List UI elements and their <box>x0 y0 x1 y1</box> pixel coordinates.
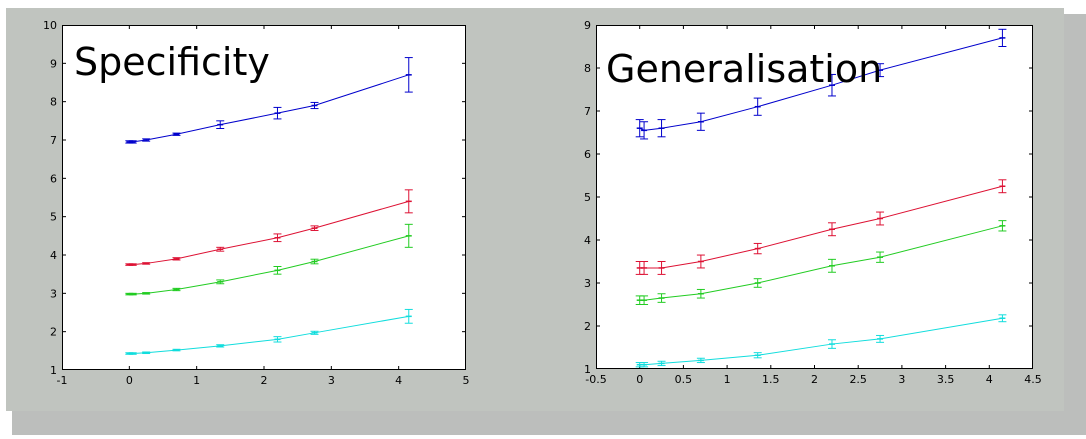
generalisation-series-0-point <box>640 121 649 140</box>
specificity-series-0-point <box>142 138 151 142</box>
generalisation-series-1-point <box>696 254 705 269</box>
generalisation-series-2-point <box>827 258 836 273</box>
generalisation-series-2-point <box>640 295 649 305</box>
specificity-series-2-line <box>129 235 409 295</box>
generalisation-series-3-point <box>657 360 666 367</box>
generalisation-series-1-point <box>640 261 649 275</box>
generalisation-series-1-point <box>876 211 885 226</box>
generalisation-series-3-point <box>640 362 649 368</box>
specificity-series-2-point <box>273 266 282 275</box>
generalisation-series-1-line <box>639 185 1003 269</box>
specificity-series-3-line <box>129 315 409 355</box>
generalisation-series-0-point <box>998 28 1007 47</box>
generalisation-series-3-point <box>753 352 762 359</box>
generalisation-series-1-point <box>753 242 762 255</box>
specificity-series-3-point <box>128 352 137 355</box>
specificity-series-2-point <box>172 287 181 292</box>
generalisation-series-3-point <box>876 334 885 343</box>
specificity-series-1-point <box>216 246 225 252</box>
specificity-series-1-point <box>142 262 151 265</box>
specificity-series-0-point <box>172 132 181 136</box>
generalisation-series-3-point <box>696 357 705 364</box>
generalisation-title: Generalisation <box>606 47 883 91</box>
specificity-series-1-point <box>273 233 282 243</box>
specificity-plot: Specificity <box>61 24 467 371</box>
specificity-series-3-point <box>216 344 225 348</box>
specificity-series-3-point <box>172 348 181 352</box>
generalisation-series-1-point <box>827 222 836 237</box>
specificity-series-1-point <box>128 263 137 266</box>
specificity-series-3-point <box>273 336 282 343</box>
generalisation-series-0-point <box>696 112 705 131</box>
specificity-series-0-point <box>273 106 282 120</box>
generalisation-series-0-point <box>635 119 644 138</box>
generalisation-series-2-point <box>998 220 1007 232</box>
specificity-series-1-line <box>129 200 409 266</box>
generalisation-series-1-point <box>998 179 1007 194</box>
generalisation-series-2-point <box>657 293 666 303</box>
specificity-series-3-point <box>142 351 151 355</box>
specificity-series-2-point <box>216 279 225 285</box>
specificity-series-0-point <box>310 101 319 110</box>
generalisation-series-3-line <box>639 317 1003 366</box>
specificity-series-0-line <box>129 74 409 143</box>
generalisation-series-0-point <box>827 73 836 97</box>
specificity-series-3-point <box>310 330 319 335</box>
generalisation-series-0-point <box>876 63 885 78</box>
specificity-title: Specificity <box>74 40 270 84</box>
specificity-series-0-point <box>404 57 413 93</box>
specificity-series-1-point <box>404 189 413 214</box>
generalisation-plot-area <box>595 24 1034 370</box>
generalisation-series-2-point <box>696 288 705 299</box>
generalisation-plot: Generalisation <box>595 24 1034 370</box>
generalisation-series-1-point <box>657 261 666 275</box>
generalisation-series-0-point <box>657 119 666 138</box>
specificity-series-2-point <box>142 292 151 295</box>
generalisation-series-0-point <box>753 97 762 116</box>
specificity-series-2-point <box>404 223 413 248</box>
generalisation-series-3-point <box>827 339 836 349</box>
generalisation-series-2-point <box>876 251 885 263</box>
specificity-series-3-point <box>404 308 413 324</box>
specificity-series-1-point <box>172 257 181 261</box>
specificity-series-1-point <box>310 225 319 231</box>
specificity-series-0-point <box>128 140 137 144</box>
generalisation-series-3-point <box>998 314 1007 323</box>
specificity-series-2-point <box>310 258 319 265</box>
generalisation-series-2-point <box>753 278 762 288</box>
specificity-series-2-point <box>128 292 137 296</box>
specificity-series-0-point <box>216 120 225 129</box>
